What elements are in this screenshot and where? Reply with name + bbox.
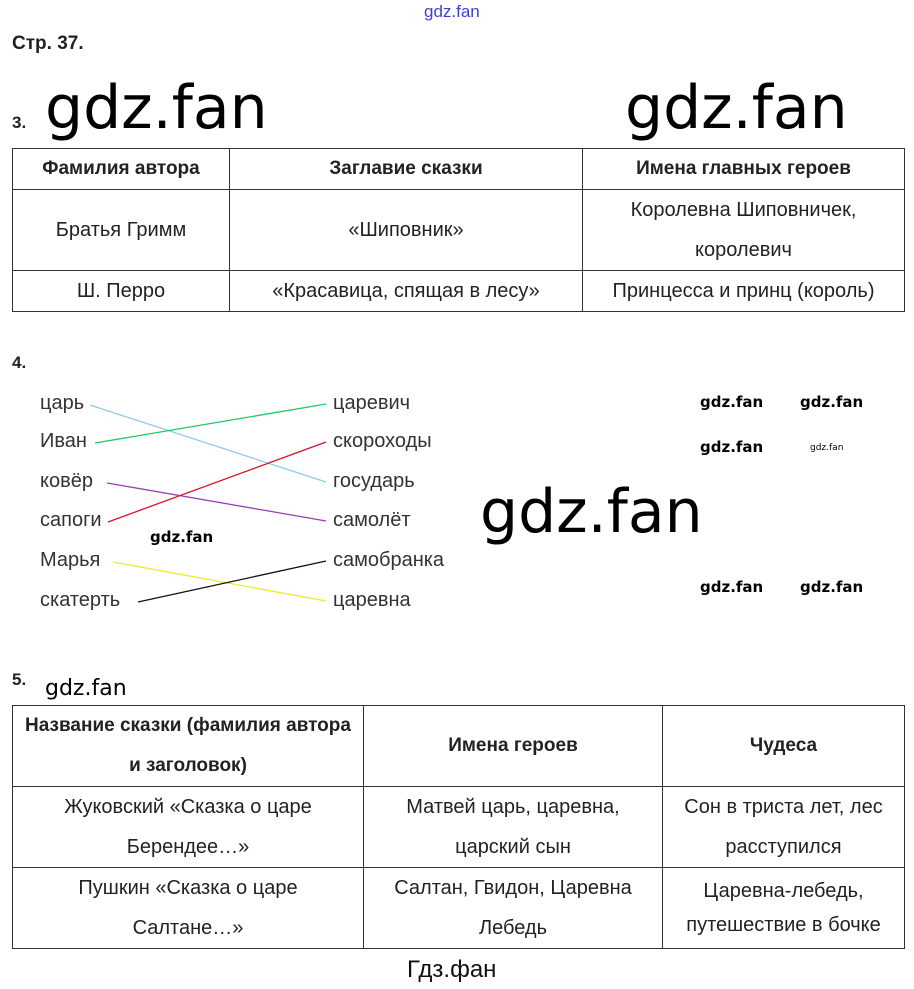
- table-row: Ш. Перро «Красавица, спящая в лесу» Прин…: [12, 270, 905, 312]
- cell: Салтан, Гвидон, Царевна Лебедь: [363, 867, 663, 949]
- right-word: царевна: [333, 589, 411, 611]
- right-word: самобранка: [333, 549, 445, 571]
- watermark: gdz.fan: [150, 528, 214, 546]
- cell: «Красавица, спящая в лесу»: [229, 270, 583, 312]
- watermark: gdz.fan: [625, 73, 848, 143]
- table-row: Жуковский «Сказка о царе Берендее…» Матв…: [12, 786, 905, 868]
- match-line: [89, 404, 327, 483]
- watermark: gdz.fan: [700, 438, 764, 456]
- top-watermark: gdz.fan: [424, 2, 480, 21]
- watermark: gdz.fan: [800, 393, 864, 411]
- task3-table: Фамилия автора Заглавие сказки Имена гла…: [12, 148, 905, 312]
- footer-text: Гдз.фан: [407, 956, 497, 983]
- column-header: Название сказки (фамилия автора и заголо…: [12, 705, 364, 787]
- task5-table: Название сказки (фамилия автора и заголо…: [12, 705, 905, 949]
- table-row: Братья Гримм «Шиповник» Королевна Шиповн…: [12, 189, 905, 271]
- column-header: Чудеса: [662, 705, 905, 787]
- watermark: gdz.fan: [45, 73, 268, 143]
- left-word: ковёр: [40, 470, 93, 492]
- column-header: Заглавие сказки: [229, 148, 583, 190]
- cell: Пушкин «Сказка о царе Салтане…»: [12, 867, 364, 949]
- cell: Матвей царь, царевна, царский сын: [363, 786, 663, 868]
- cell: Жуковский «Сказка о царе Берендее…»: [12, 786, 364, 868]
- left-word: скатерть: [40, 589, 121, 611]
- left-word: сапоги: [40, 509, 102, 531]
- watermark: gdz.fan: [800, 578, 864, 596]
- left-word: Марья: [40, 549, 101, 571]
- watermark: gdz.fan: [480, 477, 703, 547]
- task3-number: 3.: [12, 113, 27, 132]
- page-label: Стр. 37.: [12, 33, 84, 54]
- task4-number: 4.: [12, 353, 27, 372]
- cell: Королевна Шиповничек, королевич: [582, 189, 905, 271]
- task5-number: 5.: [12, 670, 27, 689]
- right-word: царевич: [333, 392, 411, 414]
- right-word: скороходы: [333, 430, 432, 452]
- match-line: [137, 560, 327, 603]
- column-header: Фамилия автора: [12, 148, 230, 190]
- match-line: [107, 441, 327, 523]
- watermark: gdz.fan: [700, 393, 764, 411]
- match-line: [94, 403, 327, 444]
- right-word: государь: [333, 470, 415, 492]
- cell: Принцесса и принц (король): [582, 270, 905, 312]
- cell: «Шиповник»: [229, 189, 583, 271]
- right-word: самолёт: [333, 509, 411, 531]
- column-header: Имена главных героев: [582, 148, 905, 190]
- watermark: gdz.fan: [45, 676, 127, 701]
- column-header: Имена героев: [363, 705, 663, 787]
- watermark: gdz.fan: [700, 578, 764, 596]
- table-row: Пушкин «Сказка о царе Салтане…» Салтан, …: [12, 867, 905, 949]
- left-word: Иван: [40, 430, 87, 452]
- cell: Царевна-лебедь, путешествие в бочке: [662, 867, 905, 949]
- cell: Братья Гримм: [12, 189, 230, 271]
- match-line: [112, 561, 327, 602]
- left-word: царь: [40, 392, 85, 414]
- cell: Сон в триста лет, лес расступился: [662, 786, 905, 868]
- watermark: gdz.fan: [810, 443, 844, 453]
- match-line: [106, 482, 327, 522]
- cell: Ш. Перро: [12, 270, 230, 312]
